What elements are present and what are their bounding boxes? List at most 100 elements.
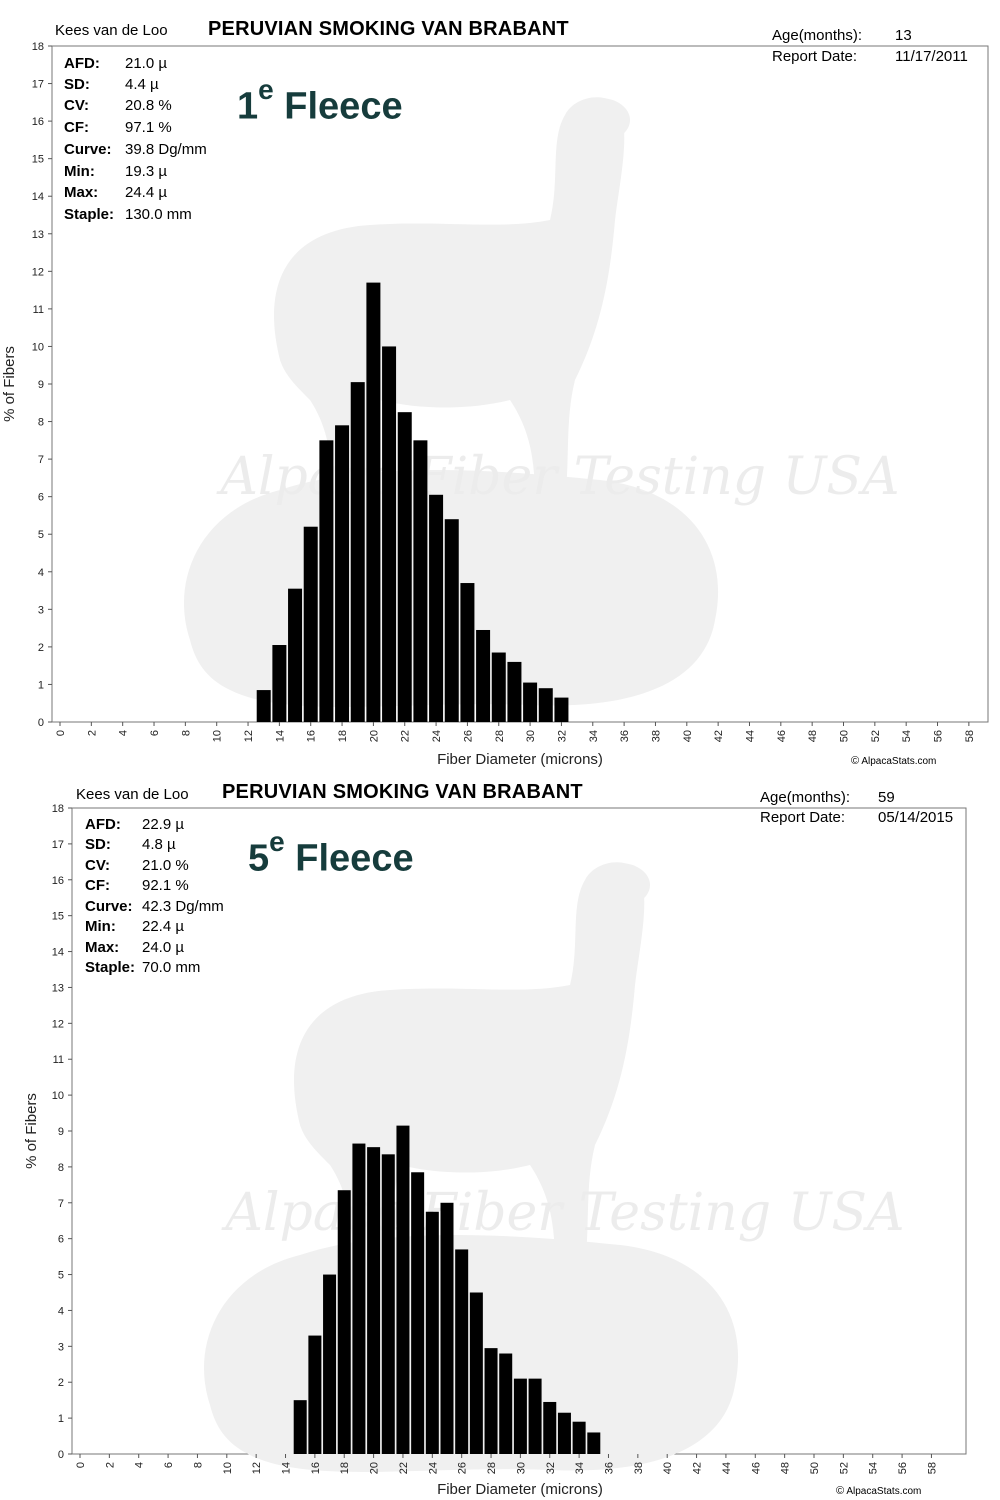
histogram-bar — [352, 1143, 366, 1454]
y-tick-label: 9 — [58, 1126, 64, 1138]
fleece-label: 1e Fleece — [237, 74, 403, 129]
fleece-superscript: e — [258, 74, 274, 105]
stat-label: SD: — [64, 76, 90, 93]
x-tick-label: 38 — [633, 1462, 645, 1474]
stat-value: 42.3 Dg/mm — [142, 898, 224, 915]
x-tick-label: 20 — [369, 1462, 381, 1474]
histogram-bar — [528, 1378, 542, 1454]
x-tick-label: 54 — [901, 730, 913, 742]
x-tick-label: 44 — [744, 730, 756, 742]
age-label: Age(months): — [772, 27, 863, 44]
histogram-bar — [303, 526, 318, 722]
x-tick-label: 46 — [750, 1462, 762, 1474]
x-tick-label: 12 — [251, 1462, 263, 1474]
histogram-bar — [382, 346, 397, 722]
fleece-superscript: e — [269, 826, 285, 857]
x-tick-label: 4 — [134, 1462, 146, 1468]
x-tick-label: 12 — [243, 730, 255, 742]
credit: © AlpacaStats.com — [851, 755, 936, 767]
y-tick-label: 17 — [32, 79, 44, 91]
x-axis-label: Fiber Diameter (microns) — [437, 1481, 603, 1498]
x-tick-label: 0 — [55, 730, 67, 736]
x-tick-label: 16 — [306, 730, 318, 742]
x-axis-label: Fiber Diameter (microns) — [437, 751, 603, 768]
owner-name: Kees van de Loo — [76, 786, 189, 803]
x-tick-label: 56 — [933, 730, 945, 742]
y-tick-label: 3 — [58, 1341, 64, 1353]
age-value: 13 — [895, 27, 912, 44]
y-tick-label: 2 — [58, 1377, 64, 1389]
stat-value: 22.9 µ — [142, 816, 185, 833]
histogram-bar — [397, 412, 412, 722]
copyright-symbol: © — [836, 1485, 845, 1497]
chart-title: PERUVIAN SMOKING VAN BRABANT — [208, 18, 569, 40]
histogram-bar — [335, 425, 350, 722]
histogram-bar — [491, 652, 506, 722]
credit: © AlpacaStats.com — [836, 1485, 921, 1497]
y-tick-label: 13 — [52, 982, 64, 994]
x-tick-label: 20 — [368, 730, 380, 742]
x-tick-label: 34 — [574, 1462, 586, 1474]
stat-value: 24.4 µ — [125, 184, 168, 201]
y-tick-label: 6 — [38, 492, 44, 504]
x-tick-label: 34 — [588, 730, 600, 742]
stat-value: 92.1 % — [142, 877, 189, 894]
histogram-bar — [350, 382, 365, 722]
y-tick-label: 7 — [38, 454, 44, 466]
report-panel-1: Alpaca Fiber Testing USA 0 1 2 3 4 5 6 7 8 9 10 11 12… — [1, 18, 989, 768]
stat-value: 21.0 µ — [125, 55, 168, 72]
alpaca-head-shape — [570, 98, 630, 142]
fleece-word: Fleece — [295, 837, 414, 880]
fleece-number: 1 — [237, 85, 259, 128]
y-tick-label: 16 — [52, 875, 64, 887]
stat-label: Staple: — [64, 206, 115, 223]
x-tick-label: 18 — [337, 730, 349, 742]
x-tick-label: 36 — [603, 1462, 615, 1474]
stat-label: Min: — [85, 918, 116, 935]
stat-value: 20.8 % — [125, 97, 172, 114]
y-tick-label: 3 — [38, 604, 44, 616]
x-tick-label: 46 — [776, 730, 788, 742]
histogram-bar — [538, 688, 553, 722]
x-tick-label: 14 — [281, 1462, 293, 1474]
stat-value: 70.0 mm — [142, 959, 201, 976]
fleece-label: 5e Fleece — [248, 826, 414, 881]
y-tick-label: 4 — [38, 567, 44, 579]
watermark-text: Alpaca Fiber Testing USA — [216, 447, 899, 507]
histogram-bar — [587, 1432, 601, 1454]
x-tick-label: 8 — [192, 1462, 204, 1468]
x-tick-label: 10 — [222, 1462, 234, 1474]
y-tick-label: 2 — [38, 642, 44, 654]
x-tick-label: 28 — [486, 1462, 498, 1474]
histogram-bar — [413, 440, 428, 722]
y-tick-label: 0 — [38, 717, 44, 729]
x-tick-label: 56 — [897, 1462, 909, 1474]
histogram-bar — [543, 1401, 557, 1454]
y-tick-label: 10 — [52, 1090, 64, 1102]
histogram-bar — [507, 661, 522, 722]
histogram-bar — [557, 1412, 571, 1454]
histogram-bar — [293, 1400, 307, 1454]
histogram-bar — [460, 583, 475, 722]
watermark-text: Alpaca Fiber Testing USA — [221, 1183, 904, 1243]
histogram-bar — [523, 682, 538, 722]
y-tick-label: 15 — [52, 911, 64, 923]
report-date-value: 11/17/2011 — [895, 48, 968, 65]
histogram-bar — [337, 1190, 351, 1454]
histogram-bar — [381, 1154, 395, 1454]
x-tick-label: 10 — [212, 730, 224, 742]
stat-value: 24.0 µ — [142, 939, 185, 956]
stat-value: 21.0 % — [142, 857, 189, 874]
histogram-bar — [455, 1249, 469, 1454]
x-tick-label: 48 — [807, 730, 819, 742]
y-tick-label: 12 — [52, 1018, 64, 1030]
x-tick-label: 28 — [494, 730, 506, 742]
y-tick-label: 8 — [58, 1162, 64, 1174]
credit-text: AlpacaStats.com — [861, 756, 937, 767]
owner-name: Kees van de Loo — [55, 22, 168, 39]
y-tick-label: 5 — [58, 1270, 64, 1282]
stat-label: Max: — [64, 184, 99, 201]
age-label: Age(months): — [760, 789, 851, 806]
histogram-bar — [308, 1335, 322, 1454]
histogram-bar — [469, 1292, 483, 1454]
